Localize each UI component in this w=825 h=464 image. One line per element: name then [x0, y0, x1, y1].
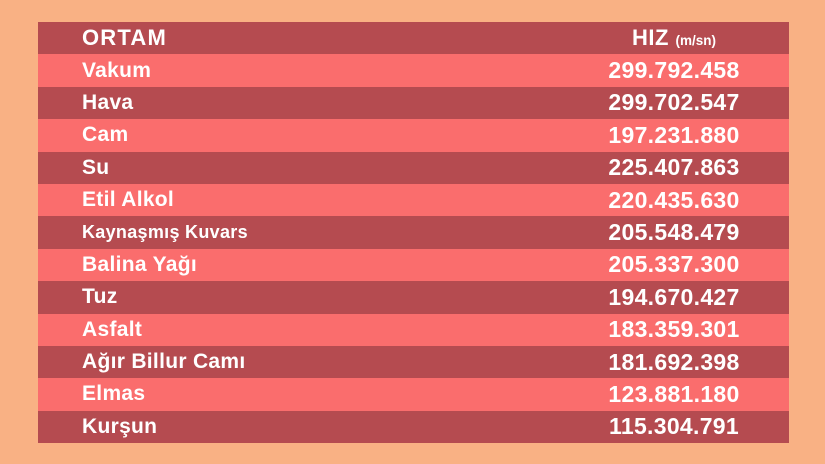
- speed-cell: 205.337.300: [608, 251, 740, 278]
- table-row: Etil Alkol 220.435.630: [38, 183, 789, 217]
- medium-cell: Tuz: [82, 285, 118, 309]
- speed-cell: 220.435.630: [608, 186, 740, 213]
- medium-cell: Balina Yağı: [82, 252, 197, 276]
- speed-header-label: HIZ: [631, 25, 669, 51]
- medium-cell: Ağır Billur Camı: [82, 350, 246, 374]
- speed-cell: 225.407.863: [608, 154, 740, 181]
- table-row: Balina Yağı 205.337.300: [38, 248, 789, 282]
- speed-cell: 115.304.791: [609, 413, 739, 440]
- table-row: Cam 197.231.880: [38, 119, 789, 152]
- medium-cell: Elmas: [82, 382, 146, 406]
- speed-cell: 299.792.458: [608, 57, 740, 84]
- speed-cell: 183.359.301: [608, 316, 740, 343]
- table-row: Su 225.407.863: [38, 151, 789, 184]
- table-row: Ağır Billur Camı 181.692.398: [38, 345, 789, 379]
- medium-cell: Asfalt: [82, 317, 143, 341]
- speed-cell: 194.670.427: [608, 283, 740, 310]
- speed-cell: 181.692.398: [608, 348, 740, 375]
- speed-cell: 299.702.547: [608, 89, 740, 116]
- speed-of-light-table: ORTAM HIZ (m/sn) Vakum 299.792.458 Hava …: [38, 22, 789, 444]
- table-header-row: ORTAM HIZ (m/sn): [38, 22, 789, 55]
- column-header-medium: ORTAM: [82, 25, 168, 51]
- medium-cell: Hava: [82, 90, 134, 114]
- medium-cell: Etil Alkol: [82, 188, 175, 212]
- speed-cell: 197.231.880: [608, 121, 740, 148]
- medium-cell: Vakum: [82, 58, 152, 82]
- table-row: Kurşun 115.304.791: [38, 410, 789, 444]
- speed-cell: 205.548.479: [608, 219, 740, 246]
- medium-cell: Kaynaşmış Kuvars: [82, 222, 248, 243]
- table-row: Asfalt 183.359.301: [38, 313, 789, 346]
- medium-cell: Cam: [82, 123, 129, 147]
- table-row: Hava 299.702.547: [38, 86, 789, 120]
- medium-cell: Su: [82, 155, 110, 179]
- table-row: Kaynaşmış Kuvars 205.548.479: [38, 216, 789, 249]
- table-row: Elmas 123.881.180: [38, 378, 789, 411]
- table-row: Vakum 299.792.458: [38, 54, 789, 87]
- medium-cell: Kurşun: [82, 414, 158, 438]
- speed-header-unit: (m/sn): [675, 33, 717, 49]
- column-header-speed: HIZ (m/sn): [559, 25, 789, 51]
- speed-cell: 123.881.180: [608, 380, 740, 407]
- table-row: Tuz 194.670.427: [38, 281, 789, 314]
